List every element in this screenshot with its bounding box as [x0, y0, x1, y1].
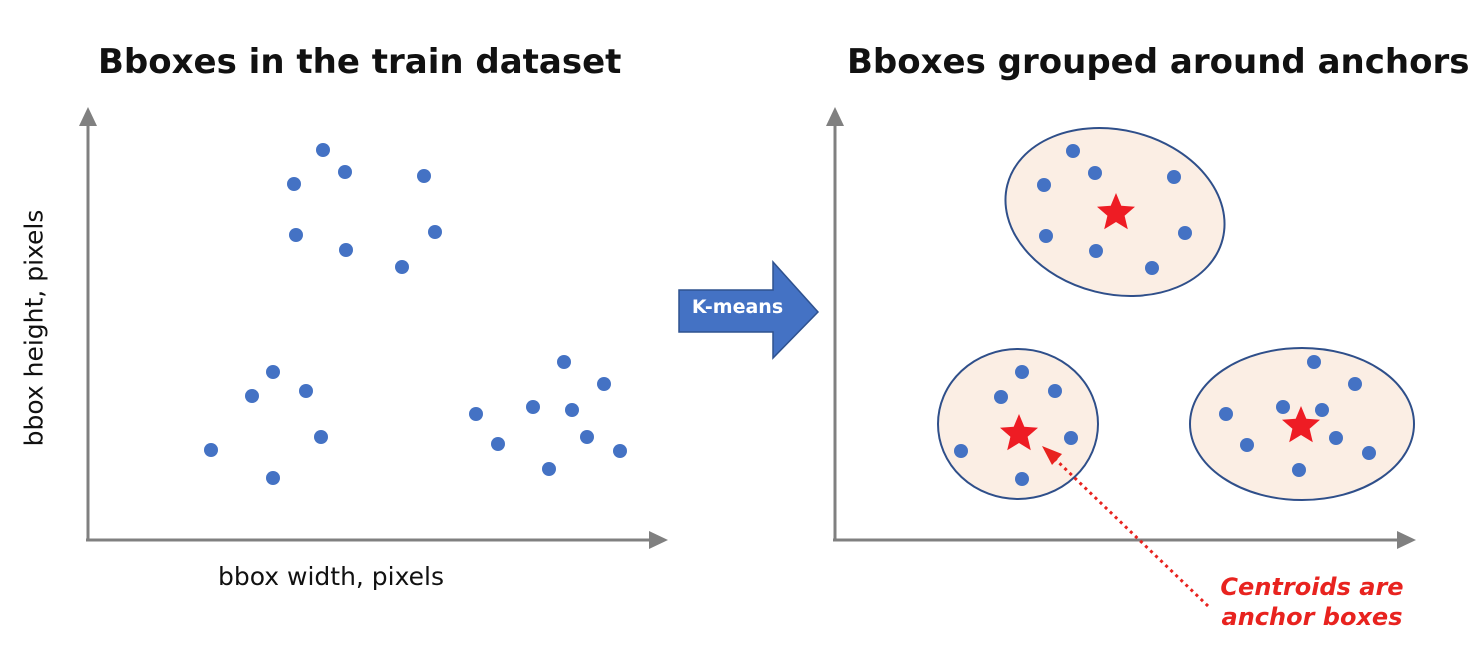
- right-y-axis-arrowhead: [826, 107, 844, 126]
- data-point: [565, 403, 579, 417]
- data-point: [1178, 226, 1192, 240]
- data-point: [417, 169, 431, 183]
- y-axis-label: bbox height, pixels: [19, 209, 49, 447]
- data-point: [204, 443, 218, 457]
- left-y-axis-arrowhead: [79, 107, 97, 126]
- data-point: [1088, 166, 1102, 180]
- data-point: [1039, 229, 1053, 243]
- data-point: [1037, 178, 1051, 192]
- data-point: [266, 471, 280, 485]
- data-point: [1015, 365, 1029, 379]
- data-point: [287, 177, 301, 191]
- callout-dotted-line: [1052, 456, 1210, 608]
- callout-line-2: anchor boxes: [1221, 603, 1403, 631]
- data-point: [316, 143, 330, 157]
- clusters: [937, 127, 1415, 501]
- callout-line-1: Centroids are: [1220, 573, 1404, 601]
- data-point: [266, 365, 280, 379]
- left-x-axis-arrowhead: [649, 531, 668, 549]
- left-axes: [79, 107, 668, 549]
- star-icon: [1282, 406, 1320, 443]
- data-point: [395, 260, 409, 274]
- centroids: [1000, 193, 1320, 451]
- callout-arrow: [1042, 446, 1210, 608]
- left-scatter: [204, 143, 627, 485]
- data-point: [994, 390, 1008, 404]
- data-point: [1362, 446, 1376, 460]
- data-point: [299, 384, 313, 398]
- right-panel-title: Bboxes grouped around anchors: [847, 42, 1470, 82]
- star-icon: [1097, 193, 1135, 230]
- right-axes: [826, 107, 1416, 549]
- data-point: [1089, 244, 1103, 258]
- callout-arrowhead: [1042, 446, 1062, 465]
- data-point: [245, 389, 259, 403]
- data-point: [1240, 438, 1254, 452]
- data-point: [1015, 472, 1029, 486]
- data-point: [1064, 431, 1078, 445]
- data-point: [597, 377, 611, 391]
- data-point: [1066, 144, 1080, 158]
- data-point: [339, 243, 353, 257]
- data-point: [469, 407, 483, 421]
- left-panel-title: Bboxes in the train dataset: [98, 42, 622, 82]
- data-point: [1329, 431, 1343, 445]
- data-point: [557, 355, 571, 369]
- data-point: [1292, 463, 1306, 477]
- data-point: [338, 165, 352, 179]
- data-point: [491, 437, 505, 451]
- data-point: [314, 430, 328, 444]
- right-scatter: [954, 144, 1376, 486]
- right-x-axis-arrowhead: [1397, 531, 1416, 549]
- data-point: [1048, 384, 1062, 398]
- data-point: [1315, 403, 1329, 417]
- data-point: [428, 225, 442, 239]
- data-point: [1219, 407, 1233, 421]
- data-point: [1145, 261, 1159, 275]
- k-means-label: K-means: [691, 296, 784, 318]
- centroids-callout: Centroids are anchor boxes: [1212, 572, 1412, 632]
- k-means-arrow: [678, 260, 820, 360]
- data-point: [1307, 355, 1321, 369]
- data-point: [580, 430, 594, 444]
- data-point: [542, 462, 556, 476]
- data-point: [289, 228, 303, 242]
- data-point: [1276, 400, 1290, 414]
- x-axis-label: bbox width, pixels: [218, 562, 445, 591]
- data-point: [1348, 377, 1362, 391]
- data-point: [526, 400, 540, 414]
- data-point: [1167, 170, 1181, 184]
- data-point: [613, 444, 627, 458]
- data-point: [954, 444, 968, 458]
- star-icon: [1000, 414, 1038, 451]
